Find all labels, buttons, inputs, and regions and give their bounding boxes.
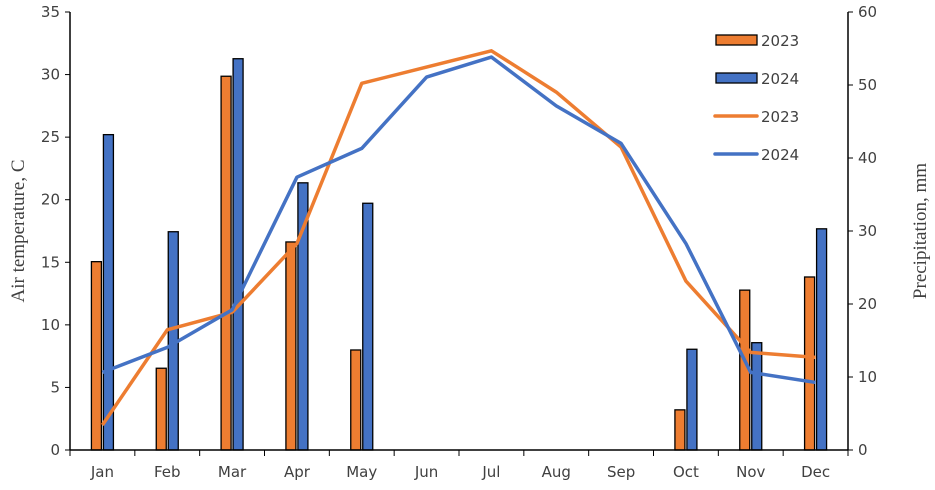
left-tick-label: 35 [41, 3, 60, 21]
x-tick-label: Feb [154, 463, 181, 481]
bar-2024-dec [815, 228, 828, 451]
left-tick-label: 10 [41, 316, 60, 334]
bar-2023-oct [674, 409, 686, 451]
bars-layer [90, 58, 828, 451]
bar-2023-feb [155, 367, 167, 451]
legend-swatch-bar-2024 [715, 72, 758, 84]
bar-2023-may [350, 349, 362, 451]
bar-2023-apr [285, 241, 297, 451]
left-tick-label: 0 [50, 441, 60, 459]
x-tick-label: May [346, 463, 377, 481]
x-tick-label: Jun [414, 463, 438, 481]
left-axis-title: Air temperature, C [8, 160, 29, 303]
left-tick-label: 20 [41, 191, 60, 209]
right-tick-label: 20 [858, 295, 877, 313]
left-tick-label: 15 [41, 253, 60, 271]
right-tick-label: 30 [858, 222, 877, 240]
right-axis-title: Precipitation, mm [910, 163, 931, 299]
x-tick-label: Apr [284, 463, 311, 481]
x-tick-label: Sep [607, 463, 635, 481]
axes-layer: 0 5 10 15 20 25 30 35 0 10 20 30 40 50 60 Jan Feb Mar Apr M… [41, 3, 877, 481]
x-tick-label: Aug [542, 463, 571, 481]
bar-2024-mar [232, 58, 244, 451]
left-tick-label: 5 [50, 378, 60, 396]
right-tick-label: 10 [858, 368, 877, 386]
legend-swatch-bar-2023 [715, 34, 758, 46]
x-tick-label: Jul [481, 463, 500, 481]
x-tick-label: Mar [218, 463, 247, 481]
right-tick-label: 60 [858, 3, 877, 21]
x-tick-label: Dec [801, 463, 830, 481]
line-2024 [101, 55, 816, 385]
left-tick-label: 25 [41, 128, 60, 146]
legend-label: 2024 [761, 70, 799, 88]
legend-label: 2023 [761, 108, 799, 126]
bar-2024-oct [686, 348, 698, 451]
x-tick-label: Jan [90, 463, 114, 481]
legend-label: 2023 [761, 32, 799, 50]
x-tick-label: Oct [673, 463, 699, 481]
bar-2023-jan [90, 261, 103, 451]
x-tick-label: Nov [736, 463, 765, 481]
right-tick-label: 0 [858, 441, 868, 459]
lines-layer [100, 49, 816, 426]
bar-2024-jan [102, 133, 115, 451]
bar-2024-nov [751, 342, 763, 451]
legend-label: 2024 [761, 146, 799, 164]
right-tick-label: 40 [858, 149, 877, 167]
line-2023 [100, 49, 816, 426]
bar-2024-may [362, 202, 374, 451]
legend: 2023 2024 2023 2024 [713, 32, 799, 164]
bar-2023-dec [803, 276, 816, 451]
right-tick-label: 50 [858, 76, 877, 94]
left-tick-label: 30 [41, 66, 60, 84]
bar-2023-mar [220, 75, 232, 451]
